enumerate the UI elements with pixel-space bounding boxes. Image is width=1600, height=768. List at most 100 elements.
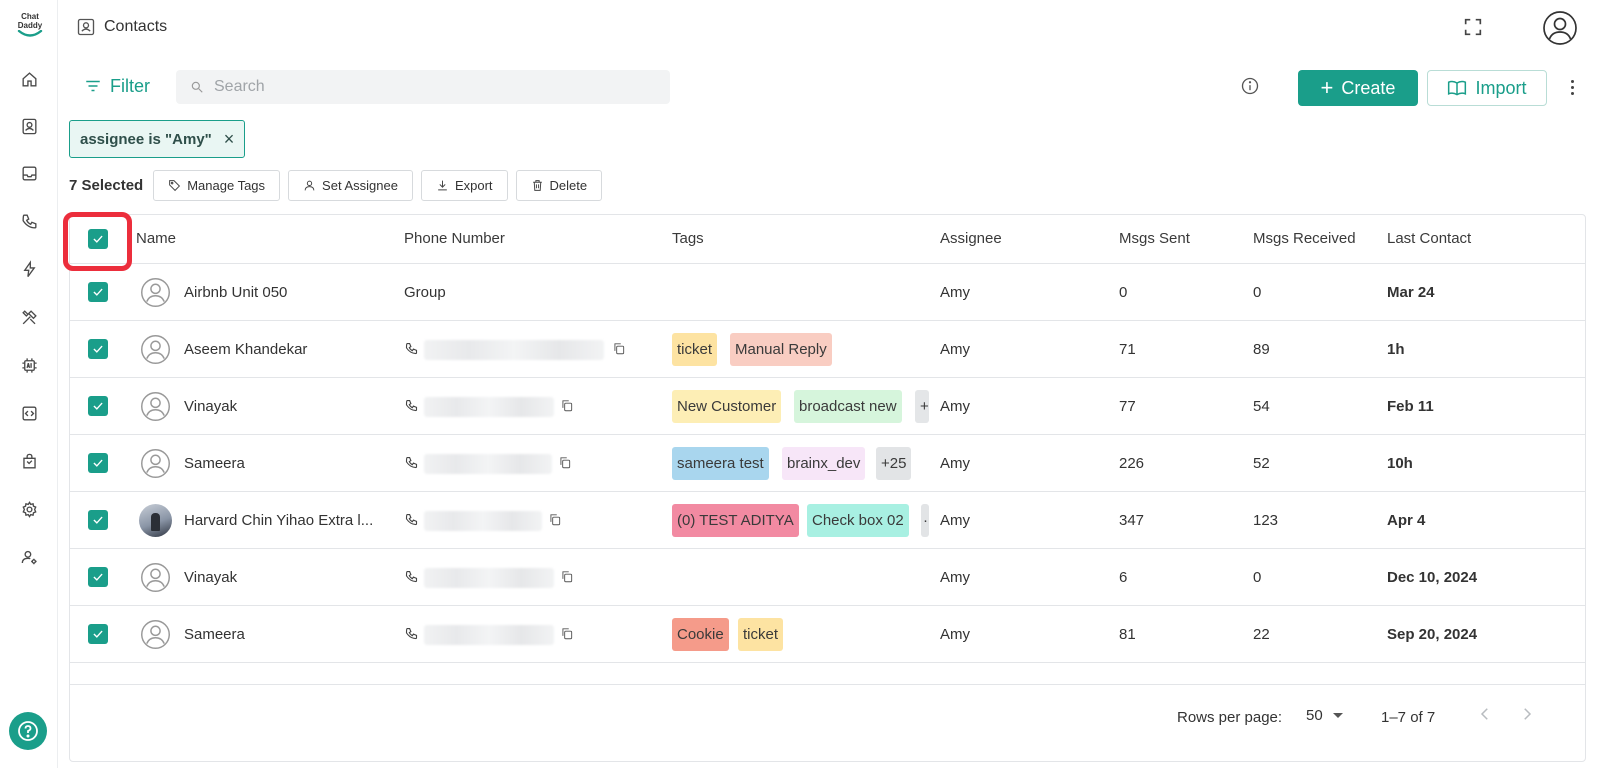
tag-chip[interactable]: ticket [738, 618, 784, 651]
chatdaddy-logo[interactable]: Chat Daddy [12, 12, 48, 46]
copy-icon[interactable] [560, 569, 576, 585]
chevron-right-icon[interactable] [1518, 705, 1540, 727]
column-header-assignee[interactable]: Assignee [940, 230, 1002, 247]
nav-inbox[interactable] [13, 157, 45, 189]
table-row[interactable]: Airbnb Unit 050 Group Amy 0 0 Mar 24 [70, 264, 1585, 321]
redacted-phone [424, 568, 554, 588]
tag-chip[interactable]: Manual Reply [730, 333, 832, 366]
lightning-icon [22, 259, 36, 277]
avatar-placeholder-icon [141, 392, 170, 421]
tag-chip[interactable]: ticket [672, 333, 718, 366]
nav-automations[interactable] [13, 253, 45, 285]
avatar-placeholder-icon [141, 449, 170, 478]
contact-assignee: Amy [940, 569, 970, 586]
contact-name[interactable]: Aseem Khandekar [184, 341, 308, 358]
tag-overflow-chip[interactable]: · [921, 504, 929, 537]
contacts-icon [21, 118, 37, 134]
column-header-last-contact[interactable]: Last Contact [1387, 230, 1472, 247]
redacted-phone [424, 397, 554, 417]
search-input[interactable] [214, 78, 654, 96]
user-settings-icon [21, 550, 37, 564]
tag-overflow-chip[interactable]: +25 [876, 447, 912, 480]
avatar [139, 618, 172, 651]
column-header-msgs-received[interactable]: Msgs Received [1253, 230, 1356, 247]
chevron-left-icon[interactable] [1476, 705, 1498, 727]
tag-chip[interactable]: New Customer [672, 390, 782, 423]
copy-icon[interactable] [560, 398, 576, 414]
contact-name[interactable]: Sameera [184, 626, 245, 643]
export-button[interactable]: Export [420, 169, 508, 201]
copy-icon[interactable] [548, 512, 564, 528]
contact-name[interactable]: Sameera [184, 455, 245, 472]
table-row[interactable]: Vinayak New Customer broadcast new + Amy… [70, 378, 1585, 435]
nav-settings[interactable] [13, 493, 45, 525]
table-row[interactable]: Vinayak Amy 6 0 Dec 10, 2024 [70, 549, 1585, 606]
nav-home[interactable] [13, 63, 45, 95]
contact-name[interactable]: Vinayak [184, 398, 238, 415]
manage-tags-label: Manage Tags [187, 177, 266, 193]
filter-label: Filter [110, 75, 150, 96]
table-row[interactable]: Aseem Khandekar ticket Manual Reply Amy … [70, 321, 1585, 378]
table-row[interactable]: Sameera Cookie ticket Amy 81 22 Sep 20, … [70, 606, 1585, 663]
tag-chip[interactable]: brainx_dev [782, 447, 866, 480]
nav-developer[interactable] [13, 397, 45, 429]
user-profile-icon[interactable] [1542, 10, 1578, 46]
copy-icon[interactable] [558, 455, 574, 471]
nav-store[interactable] [13, 445, 45, 477]
tag-chip[interactable]: sameera test [672, 447, 769, 480]
table-row[interactable]: Harvard Chin Yihao Extra l... (0) TEST A… [70, 492, 1585, 549]
tag-overflow-chip[interactable]: + [915, 390, 929, 423]
rows-per-page-select[interactable]: 50 [1306, 707, 1343, 724]
msgs-received: 89 [1253, 341, 1270, 358]
import-button[interactable]: Import [1427, 70, 1547, 106]
nav-team-settings[interactable] [13, 541, 45, 573]
table-row[interactable]: Sameera sameera test brainx_dev +25 Amy … [70, 435, 1585, 492]
copy-icon[interactable] [560, 626, 576, 642]
row-checkbox[interactable] [88, 453, 108, 473]
copy-icon[interactable] [612, 341, 628, 357]
column-header-msgs-sent[interactable]: Msgs Sent [1119, 230, 1190, 247]
contact-name[interactable]: Vinayak [184, 569, 238, 586]
filter-button[interactable]: Filter [84, 74, 150, 98]
page-title: Contacts [104, 18, 168, 35]
select-all-checkbox[interactable] [88, 229, 108, 249]
sidebar: Chat Daddy [0, 0, 58, 768]
tag-chip[interactable]: (0) TEST ADITYA [672, 504, 799, 537]
set-assignee-button[interactable]: Set Assignee [288, 169, 413, 201]
row-checkbox[interactable] [88, 282, 108, 302]
row-checkbox[interactable] [88, 396, 108, 416]
more-options-icon[interactable] [1566, 76, 1578, 98]
search-box[interactable] [176, 70, 670, 104]
phone-icon [404, 455, 420, 471]
tag-chip[interactable]: broadcast new [794, 390, 902, 423]
fullscreen-icon[interactable] [1462, 16, 1486, 40]
tag-chip[interactable]: Cookie [672, 618, 729, 651]
person-icon [304, 180, 315, 190]
avatar [139, 447, 172, 480]
pagination-range: 1–7 of 7 [1381, 709, 1436, 726]
checkmark-icon [93, 630, 103, 638]
manage-tags-button[interactable]: Manage Tags [153, 169, 281, 201]
create-button[interactable]: + Create [1298, 70, 1418, 106]
rows-per-page-label: Rows per page: [1177, 709, 1283, 726]
help-button[interactable] [9, 712, 47, 750]
active-filter-chip[interactable]: assignee is "Amy" × [69, 120, 245, 158]
column-header-phone[interactable]: Phone Number [404, 230, 505, 247]
tag-chip[interactable]: Check box 02 [807, 504, 909, 537]
nav-ai[interactable] [13, 349, 45, 381]
column-header-tags[interactable]: Tags [672, 230, 704, 247]
delete-button[interactable]: Delete [515, 169, 603, 201]
column-header-name[interactable]: Name [136, 230, 177, 247]
row-checkbox[interactable] [88, 510, 108, 530]
row-checkbox[interactable] [88, 624, 108, 644]
row-checkbox[interactable] [88, 567, 108, 587]
nav-calls[interactable] [13, 205, 45, 237]
info-icon[interactable] [1240, 76, 1262, 98]
close-icon[interactable]: × [223, 128, 235, 149]
nav-tools[interactable] [13, 301, 45, 333]
contact-name[interactable]: Harvard Chin Yihao Extra l... [184, 512, 374, 529]
nav-contacts[interactable] [13, 110, 45, 142]
row-checkbox[interactable] [88, 339, 108, 359]
contact-name[interactable]: Airbnb Unit 050 [184, 284, 288, 301]
last-contact: Mar 24 [1387, 284, 1435, 301]
